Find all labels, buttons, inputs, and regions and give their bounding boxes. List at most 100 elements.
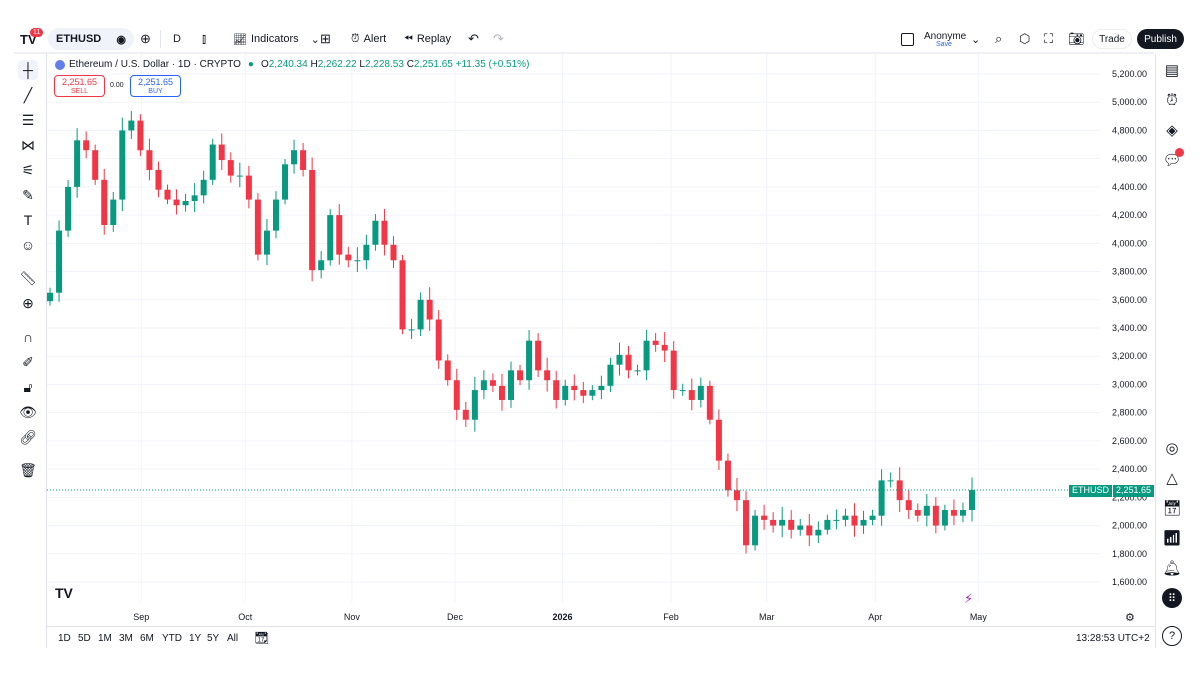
publish-button[interactable]: Publish xyxy=(1137,29,1184,49)
trendline-icon[interactable]: ╱ xyxy=(23,86,33,103)
candle-body xyxy=(245,175,252,200)
last-price-badge: ETHUSD 2,251.65 xyxy=(1069,485,1155,497)
help-icon[interactable]: ? xyxy=(1162,626,1182,646)
layouts-icon[interactable]: ⊞ xyxy=(320,31,331,46)
candle-body xyxy=(697,385,704,400)
candle-body xyxy=(517,370,524,381)
undo-icon[interactable]: ↶ xyxy=(468,31,479,46)
open-label: O xyxy=(260,59,269,70)
symbol-title[interactable]: Ethereum / U.S. Dollar · 1D · CRYPTO xyxy=(69,59,241,70)
candle-body xyxy=(815,529,822,536)
range-5y[interactable]: 5Y xyxy=(207,633,220,644)
notification-badge: 11 xyxy=(30,28,44,37)
range-1d[interactable]: 1D xyxy=(58,633,71,644)
candle-body xyxy=(950,510,957,516)
range-1m[interactable]: 1M xyxy=(98,633,112,644)
chevron-down-icon[interactable]: ⌄ xyxy=(310,33,320,46)
trash-icon[interactable]: 🗑︎ xyxy=(19,461,37,478)
candle-body xyxy=(489,380,496,386)
chevron-down-icon[interactable]: ⌄ xyxy=(971,33,981,46)
buy-button[interactable]: 2,251.65 BUY xyxy=(130,75,181,97)
indicators-icon: 📈︎ xyxy=(233,33,247,46)
candle-body xyxy=(417,299,424,330)
price-tick-label: 2,600.00 xyxy=(1112,436,1147,446)
candle-body xyxy=(101,179,108,225)
range-3m[interactable]: 3M xyxy=(119,633,133,644)
redo-icon[interactable]: ↷ xyxy=(493,31,504,46)
candle-body xyxy=(743,500,750,546)
forecast-icon[interactable]: ⚟ xyxy=(21,161,35,178)
zoom-in-icon[interactable]: ⊕ xyxy=(22,294,34,311)
range-ytd[interactable]: YTD xyxy=(162,633,182,644)
lock-drawing-icon[interactable]: ✐ xyxy=(22,353,34,370)
add-symbol-icon[interactable]: ⊕ xyxy=(140,31,151,46)
candle-body xyxy=(435,319,442,361)
ruler-icon[interactable]: 📏︎ xyxy=(19,269,37,286)
symbol-search[interactable]: ETHUSD ◉ xyxy=(48,28,134,50)
camera-icon[interactable]: 📷︎ xyxy=(1068,31,1085,46)
candle-body xyxy=(155,169,162,190)
save-label[interactable]: Save xyxy=(936,41,952,48)
price-tick-label: 3,800.00 xyxy=(1112,267,1147,277)
sell-button[interactable]: 2,251.65 SELL xyxy=(54,75,105,97)
layers-icon[interactable]: ◈ xyxy=(1166,122,1178,139)
low-value: 2,228.53 xyxy=(364,59,404,70)
broadcast-icon[interactable]: 📶︎ xyxy=(1162,530,1182,547)
goto-date-icon[interactable]: 📆︎ xyxy=(254,631,270,645)
lock-icon[interactable]: 🔓︎ xyxy=(23,378,33,395)
candle-body xyxy=(345,254,352,261)
watchlist-icon[interactable]: ▤ xyxy=(1164,62,1180,79)
magnet-icon[interactable]: ∩ xyxy=(22,329,34,345)
candle-body xyxy=(752,515,759,546)
candle-body xyxy=(300,150,307,170)
range-1y[interactable]: 1Y xyxy=(189,633,202,644)
range-all[interactable]: All xyxy=(227,633,239,644)
alarm-icon: ⏰︎ xyxy=(351,32,360,45)
ethereum-icon xyxy=(55,59,65,70)
eye-icon[interactable]: 👁︎ xyxy=(19,403,37,420)
candles-icon[interactable]: ⫾ xyxy=(202,31,207,46)
sell-price: 2,251.65 xyxy=(61,77,98,87)
rewind-icon: ⏪︎ xyxy=(404,32,413,45)
layout-checkbox[interactable] xyxy=(901,33,914,46)
emoji-icon[interactable]: ☺ xyxy=(20,237,36,253)
fullscreen-icon[interactable]: ⛶ xyxy=(1044,31,1054,46)
alert-button[interactable]: ⏰︎ Alert xyxy=(351,28,386,50)
clock[interactable]: 13:28:53 UTC+2 xyxy=(1076,633,1150,644)
calendar-icon[interactable]: 📅︎ xyxy=(1162,500,1182,517)
target-icon[interactable]: ◎ xyxy=(1165,440,1179,457)
trade-button[interactable]: Trade xyxy=(1092,29,1132,49)
bell-icon[interactable]: 🔔︎ xyxy=(1162,560,1182,577)
candle-body xyxy=(209,144,216,180)
candle-body xyxy=(218,144,225,161)
axis-settings-icon[interactable]: ⚙︎ xyxy=(1125,612,1135,624)
text-icon[interactable]: T xyxy=(23,212,33,228)
price-tick-label: 3,400.00 xyxy=(1112,323,1147,333)
range-5d[interactable]: 5D xyxy=(78,633,91,644)
fib-icon[interactable]: ☰ xyxy=(21,111,35,128)
replay-button[interactable]: ⏪︎ Replay xyxy=(404,28,451,50)
alarm-clock-icon[interactable]: ⏰︎ xyxy=(1166,91,1178,109)
candle-body xyxy=(119,130,126,200)
candle-body xyxy=(562,385,569,400)
lightning-icon[interactable]: ⚡︎ xyxy=(964,591,974,606)
chat-badge xyxy=(1175,148,1184,157)
price-tick-label: 2,400.00 xyxy=(1112,464,1147,474)
ohlc: O2,240.34 H2,262.22 L2,228.53 C2,251.65 … xyxy=(261,59,529,70)
eye-icon[interactable]: ◉ xyxy=(116,33,126,46)
settings-icon[interactable]: ⬡ xyxy=(1019,31,1031,46)
brush-icon[interactable]: ✎ xyxy=(22,186,34,203)
candle-body xyxy=(616,354,623,365)
crosshair-icon[interactable]: ┼ xyxy=(18,60,38,80)
interval-button[interactable]: D xyxy=(173,33,181,45)
pattern-icon[interactable]: ⋈ xyxy=(21,136,35,153)
range-6m[interactable]: 6M xyxy=(140,633,154,644)
quick-search-icon[interactable]: ⌕ xyxy=(995,31,1003,46)
apps-icon[interactable]: ⠿ xyxy=(1162,588,1182,608)
ideas-icon[interactable]: △ xyxy=(1166,470,1178,487)
price-chart[interactable]: 5,200.00 5,000.00 4,800.00 4,600.00 4,400.00… xyxy=(47,54,1155,626)
layout-name[interactable]: Anonyme xyxy=(924,31,967,42)
indicators-button[interactable]: 📈︎ Indicators ⌄ xyxy=(233,28,320,50)
candle-body xyxy=(291,150,298,165)
link-icon[interactable]: 🔗︎ xyxy=(19,428,37,445)
